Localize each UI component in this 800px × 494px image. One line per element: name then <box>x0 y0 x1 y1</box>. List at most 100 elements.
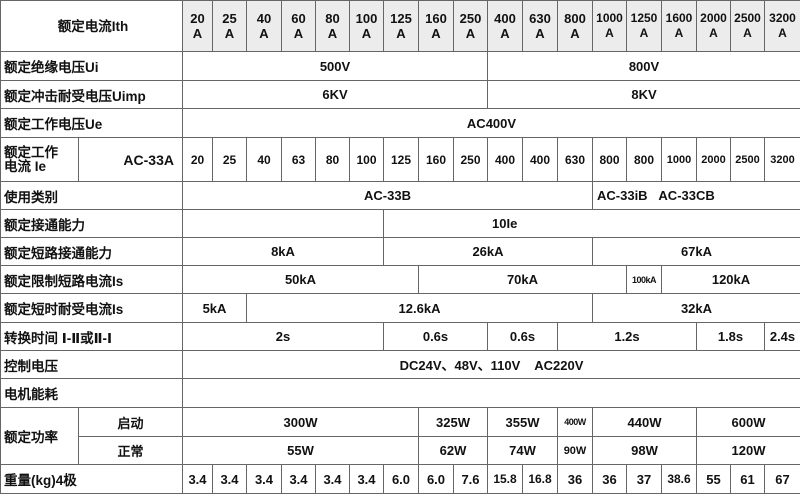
weight-value: 38.6 <box>662 465 697 494</box>
ie-value: 2500 <box>731 138 765 182</box>
cell: 120W <box>697 437 800 465</box>
cell: 62W <box>419 437 488 465</box>
row-uimp: 额定冲击耐受电压Uimp 6KV 8KV <box>1 81 800 109</box>
weight-value: 6.0 <box>384 465 419 494</box>
row-label-line: 电流 Ie <box>4 159 46 174</box>
row-motor: 电机能耗 <box>1 379 800 408</box>
cell: 800V <box>488 52 800 81</box>
cell: 50kA <box>183 266 419 294</box>
row-label: 额定工作电流 Ie <box>1 138 79 182</box>
weight-value: 55 <box>697 465 731 494</box>
current-unit: A <box>362 26 371 41</box>
ie-value: 2000 <box>697 138 731 182</box>
cell: 0.6s <box>384 323 488 351</box>
current-value: 250 <box>460 11 482 26</box>
current-value: 40 <box>257 11 271 26</box>
weight-value: 3.4 <box>183 465 213 494</box>
current-value: 2500 <box>734 11 761 25</box>
ie-value: 20 <box>183 138 213 182</box>
row-power-start: 额定功率 启动 300W 325W 355W 400W 440W 600W <box>1 408 800 437</box>
cell: 2.4s <box>765 323 800 351</box>
current-value: 630 <box>529 11 551 26</box>
row-label: 额定绝缘电压Ui <box>1 52 183 81</box>
row-label: 电机能耗 <box>1 379 183 408</box>
row-label: 额定短路接通能力 <box>1 238 183 266</box>
cell-empty <box>183 210 384 238</box>
ie-value: 630 <box>558 138 593 182</box>
current-value: 1000 <box>596 11 623 25</box>
cell: 90W <box>558 437 593 465</box>
row-ui: 额定绝缘电压Ui 500V 800V <box>1 52 800 81</box>
row-short-making: 额定短路接通能力 8kA 26kA 67kA <box>1 238 800 266</box>
weight-value: 37 <box>627 465 662 494</box>
current-value: 3200 <box>769 11 796 25</box>
cell: 440W <box>593 408 697 437</box>
cell: 98W <box>593 437 697 465</box>
header-label: 额定电流Ith <box>1 1 183 52</box>
cell: 1.2s <box>558 323 697 351</box>
row-control: 控制电压 DC24V、48V、110V AC220V <box>1 351 800 379</box>
current-value: 60 <box>291 11 305 26</box>
row-withstand: 额定短时耐受电流Is 5kA 12.6kA 32kA <box>1 294 800 323</box>
ie-value: 125 <box>384 138 419 182</box>
cell: 2s <box>183 323 384 351</box>
current-unit: A <box>778 26 787 40</box>
cell: 10Ie <box>384 210 800 238</box>
weight-value: 3.4 <box>350 465 384 494</box>
cell: 5kA <box>183 294 247 323</box>
row-ue: 额定工作电压Ue AC400V <box>1 109 800 138</box>
ie-value: 160 <box>419 138 454 182</box>
cell: 8KV <box>488 81 800 109</box>
row-label: 转换时间 Ⅰ-Ⅱ或Ⅱ-Ⅰ <box>1 323 183 351</box>
current-unit: A <box>396 26 405 41</box>
row-label: 重量(kg)4极 <box>1 465 183 494</box>
current-unit: A <box>535 26 544 41</box>
cell: 600W <box>697 408 800 437</box>
ie-value: 25 <box>213 138 247 182</box>
cell-text: AC-33iB <box>597 188 648 203</box>
current-value: 25 <box>222 11 236 26</box>
cell: 32kA <box>593 294 800 323</box>
ie-value: 400 <box>488 138 523 182</box>
cell: 67kA <box>593 238 800 266</box>
ie-value: 3200 <box>765 138 800 182</box>
current-value: 20 <box>190 11 204 26</box>
weight-value: 6.0 <box>419 465 454 494</box>
current-value: 100 <box>356 11 378 26</box>
cell: 300W <box>183 408 419 437</box>
current-unit: A <box>500 26 509 41</box>
row-label: 额定冲击耐受电压Uimp <box>1 81 183 109</box>
row-label: 额定短时耐受电流Is <box>1 294 183 323</box>
ie-value: 40 <box>247 138 282 182</box>
cell: AC-33iB AC-33CB <box>593 182 800 210</box>
cell: 100kA <box>627 266 662 294</box>
ie-value: 63 <box>282 138 316 182</box>
current-unit: A <box>709 26 718 40</box>
current-unit: A <box>570 26 579 41</box>
weight-value: 7.6 <box>454 465 488 494</box>
ie-value: 800 <box>627 138 662 182</box>
weight-value: 36 <box>558 465 593 494</box>
weight-value: 67 <box>765 465 800 494</box>
current-unit: A <box>431 26 440 41</box>
weight-value: 36 <box>593 465 627 494</box>
sub-label: 启动 <box>79 408 183 437</box>
row-power-normal: 正常 55W 62W 74W 90W 98W 120W <box>1 437 800 465</box>
cell: 325W <box>419 408 488 437</box>
row-making: 额定接通能力 10Ie <box>1 210 800 238</box>
weight-value: 3.4 <box>316 465 350 494</box>
current-unit: A <box>328 26 337 41</box>
weight-value: 3.4 <box>247 465 282 494</box>
